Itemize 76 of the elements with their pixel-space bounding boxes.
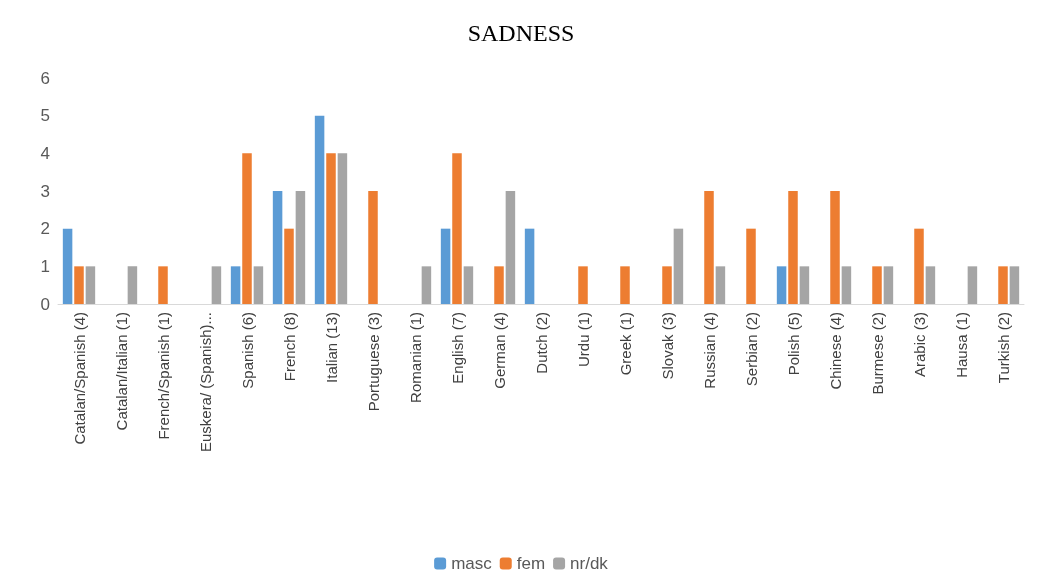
bar [440, 228, 451, 304]
x-tick-label: Hausa (1) [952, 312, 970, 378]
x-tick-label: German (4) [490, 312, 508, 389]
chart-title: SADNESS [467, 20, 575, 46]
x-tick-label: Slovak (3) [658, 312, 676, 380]
x-tick-label: Burmese (2) [868, 312, 886, 395]
bar [620, 266, 630, 304]
x-tick-label: Catalan/Spanish (4) [70, 312, 88, 445]
bar [85, 266, 96, 304]
bar [337, 153, 348, 304]
bar [746, 228, 756, 304]
x-tick-label: Italian (13) [322, 312, 340, 383]
bar [715, 266, 726, 304]
y-tick-label: 0 [40, 294, 50, 314]
bar [326, 153, 336, 304]
bar [872, 266, 882, 304]
bar [1009, 266, 1020, 304]
bar [62, 228, 73, 304]
bar [253, 266, 264, 304]
x-tick-label: Russian (4) [700, 312, 718, 389]
bar [494, 266, 504, 304]
bar [242, 153, 252, 304]
bar [158, 266, 168, 304]
y-tick-label: 3 [40, 181, 50, 201]
bar [925, 266, 936, 304]
bar [799, 266, 810, 304]
y-tick-label: 2 [40, 219, 50, 239]
x-tick-label: Portuguese (3) [364, 312, 382, 412]
bar [776, 266, 787, 304]
x-tick-label: Euskera/ (Spanish)... [196, 312, 214, 453]
bar [421, 266, 432, 304]
y-tick-label: 6 [40, 68, 50, 88]
legend-label: nr/dk [570, 554, 609, 573]
x-tick-label: Polish (5) [784, 312, 802, 376]
x-tick-label: Greek (1) [616, 312, 634, 376]
bar [284, 228, 294, 304]
bar [524, 228, 535, 304]
bar [505, 191, 516, 304]
x-tick-label: Turkish (2) [994, 312, 1012, 384]
bar [74, 266, 84, 304]
bar [211, 266, 222, 304]
bar [673, 228, 684, 304]
bar [967, 266, 978, 304]
bar [704, 191, 714, 304]
legend-label: fem [516, 554, 546, 573]
bar [463, 266, 474, 304]
bar [883, 266, 894, 304]
bar [830, 191, 840, 304]
bar [452, 153, 462, 304]
bar [368, 191, 378, 304]
x-tick-label: Chinese (4) [826, 312, 844, 390]
x-tick-label: English (7) [448, 312, 466, 384]
bar [788, 191, 798, 304]
y-tick-label: 4 [40, 143, 50, 163]
x-tick-label: Romanian (1) [406, 312, 424, 403]
bar [662, 266, 672, 304]
x-tick-label: Urdu (1) [574, 312, 592, 368]
bar [914, 228, 924, 304]
x-tick-label: French (8) [280, 312, 298, 382]
bar [127, 266, 138, 304]
bar [272, 191, 283, 304]
bar [314, 115, 325, 304]
x-tick-label: Dutch (2) [532, 312, 550, 374]
y-tick-label: 5 [40, 106, 50, 126]
x-tick-label: Spanish (6) [238, 312, 256, 389]
x-tick-label: Serbian (2) [742, 312, 760, 387]
x-tick-label: French/Spanish (1) [154, 312, 172, 440]
x-tick-label: Catalan/Italian (1) [112, 312, 130, 431]
bar [998, 266, 1008, 304]
y-tick-label: 1 [40, 256, 50, 276]
legend-label: masc [451, 554, 493, 573]
bar [841, 266, 852, 304]
bar [295, 191, 306, 304]
x-tick-label: Arabic (3) [910, 312, 928, 378]
bar [230, 266, 241, 304]
bar [578, 266, 588, 304]
